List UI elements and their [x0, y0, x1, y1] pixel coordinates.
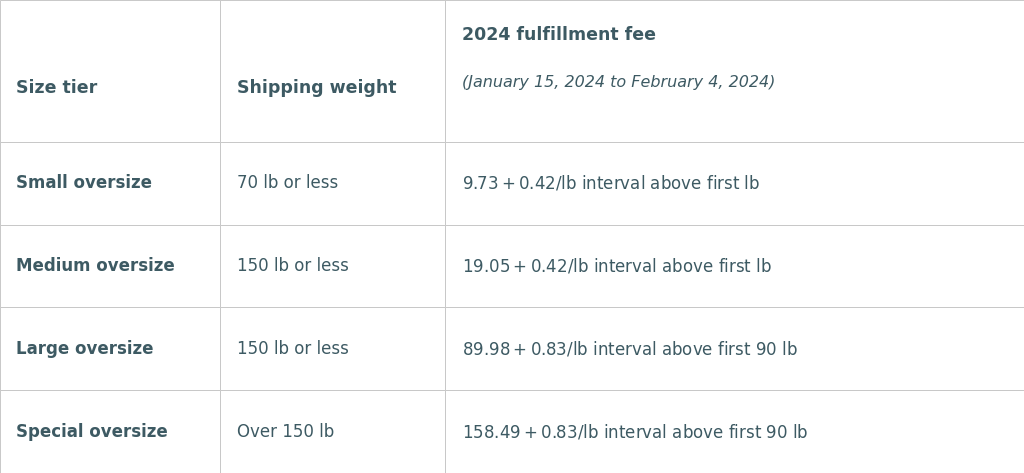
Text: $89.98 + $0.83/lb interval above first 90 lb: $89.98 + $0.83/lb interval above first 9… [462, 339, 798, 359]
Text: $158.49 + $0.83/lb interval above first 90 lb: $158.49 + $0.83/lb interval above first … [462, 422, 808, 441]
Bar [445, 390, 1024, 473]
Bar [220, 225, 445, 307]
Bar [0, 225, 220, 307]
Text: Shipping weight: Shipping weight [237, 79, 396, 97]
Bar [0, 0, 220, 142]
Text: Special oversize: Special oversize [16, 422, 168, 441]
Text: Small oversize: Small oversize [16, 174, 153, 193]
Text: Medium oversize: Medium oversize [16, 257, 175, 275]
Text: Over 150 lb: Over 150 lb [237, 422, 334, 441]
Bar [445, 225, 1024, 307]
Text: 70 lb or less: 70 lb or less [237, 174, 338, 193]
Bar [0, 142, 220, 225]
Bar [0, 390, 220, 473]
Text: Large oversize: Large oversize [16, 340, 154, 358]
Text: Size tier: Size tier [16, 79, 97, 97]
Bar [0, 307, 220, 390]
Bar [220, 390, 445, 473]
Bar [220, 307, 445, 390]
Text: 150 lb or less: 150 lb or less [237, 257, 348, 275]
Bar [220, 142, 445, 225]
Bar [445, 142, 1024, 225]
Text: (January 15, 2024 to February 4, 2024): (January 15, 2024 to February 4, 2024) [462, 75, 775, 90]
Text: $19.05 + $0.42/lb interval above first lb: $19.05 + $0.42/lb interval above first l… [462, 256, 772, 276]
Text: 150 lb or less: 150 lb or less [237, 340, 348, 358]
Bar [445, 0, 1024, 142]
Bar [445, 307, 1024, 390]
Text: $9.73 + $0.42/lb interval above first lb: $9.73 + $0.42/lb interval above first lb [462, 174, 760, 193]
Bar [220, 0, 445, 142]
Text: 2024 fulfillment fee: 2024 fulfillment fee [462, 26, 655, 44]
